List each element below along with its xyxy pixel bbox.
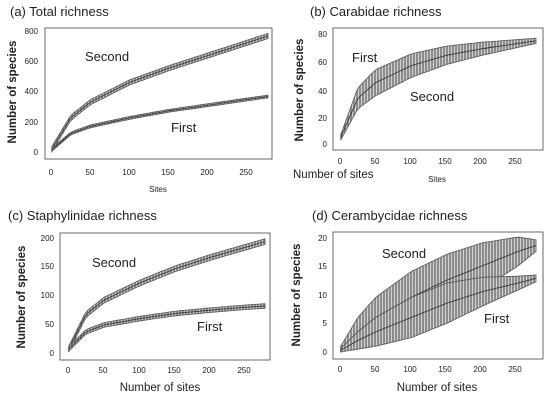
panel-d-xtick: 100 bbox=[403, 365, 417, 374]
panel-b-ytick: 60 bbox=[318, 58, 327, 67]
panel-b-xticks: 0 50 100 150 200 250 bbox=[338, 157, 522, 166]
panel-b-mean-first bbox=[340, 40, 537, 138]
panel-b-xtick: 100 bbox=[403, 157, 417, 166]
panel-a-label-second: Second bbox=[85, 49, 129, 64]
panel-c-frame bbox=[59, 232, 271, 361]
panel-a-xlabel: Sites bbox=[149, 185, 167, 194]
panel-a-xtick: 100 bbox=[122, 168, 136, 177]
panel-d-ytick: 0 bbox=[323, 348, 328, 357]
panel-c-xtick: 150 bbox=[167, 366, 181, 375]
panel-a-yticks: 0 200 400 600 800 bbox=[25, 27, 39, 157]
panel-b-xlabel-small: Sites bbox=[428, 175, 446, 184]
panel-d-band-first bbox=[340, 274, 537, 353]
panel-a-mean-first bbox=[51, 96, 269, 151]
panel-a-label-first: First bbox=[171, 120, 197, 135]
panel-d-xtick: 200 bbox=[473, 365, 487, 374]
panel-c-xtick: 250 bbox=[237, 366, 251, 375]
panel-c-ytick: 100 bbox=[41, 291, 55, 300]
panel-c-xtick: 50 bbox=[99, 366, 108, 375]
panel-b-title: (b) Carabidae richness bbox=[310, 4, 442, 19]
panel-c-yticks: 0 50 100 150 200 bbox=[41, 234, 55, 358]
panel-d-frame bbox=[332, 231, 544, 360]
curve-bands bbox=[51, 32, 537, 353]
panel-a-mean-second bbox=[51, 35, 269, 150]
panel-d-mean-first bbox=[340, 277, 537, 351]
panel-d-xlabel: Number of sites bbox=[397, 382, 478, 394]
panel-d-xticks: 0 50 100 150 200 250 bbox=[338, 365, 522, 374]
panel-b-frame bbox=[332, 27, 544, 151]
panel-b-label-second: Second bbox=[410, 89, 454, 104]
panel-b-ytick: 40 bbox=[318, 87, 327, 96]
panel-a-xtick: 0 bbox=[49, 168, 54, 177]
panel-a-xtick: 150 bbox=[161, 168, 175, 177]
panel-b: (b) Carabidae richness Number of species… bbox=[293, 4, 544, 184]
panel-c-mean-first bbox=[68, 305, 266, 350]
panel-c-xlabel: Number of sites bbox=[120, 382, 201, 394]
panel-b-xtick: 0 bbox=[338, 157, 343, 166]
panel-d-ytick: 15 bbox=[318, 262, 327, 271]
panel-a-band-first bbox=[51, 94, 269, 153]
panel-a-band-second bbox=[51, 32, 269, 154]
panel-a-xtick: 250 bbox=[239, 168, 253, 177]
panel-c-ytick: 200 bbox=[41, 234, 55, 243]
panel-a-ytick: 600 bbox=[25, 57, 39, 66]
panel-b-label-first: First bbox=[352, 50, 378, 65]
panel-b-xlabel: Number of sites bbox=[293, 169, 374, 181]
panel-a: (a) Total richness Number of species Sit… bbox=[7, 4, 273, 194]
panel-a-ytick: 0 bbox=[34, 148, 39, 157]
panel-c: (c) Staphylinidae richness Number of spe… bbox=[8, 208, 271, 394]
panel-d-ytick: 20 bbox=[318, 234, 327, 243]
panel-c-label-first: First bbox=[197, 319, 223, 334]
panel-b-ytick: 20 bbox=[318, 114, 327, 123]
panel-a-xtick: 200 bbox=[200, 168, 214, 177]
panel-d-title: (d) Cerambycidae richness bbox=[312, 208, 468, 223]
panel-a-frame bbox=[44, 27, 273, 160]
panel-a-ylabel: Number of species bbox=[7, 41, 19, 144]
panel-b-xtick: 150 bbox=[438, 157, 452, 166]
panel-d: (d) Cerambycidae richness Number of spec… bbox=[291, 208, 544, 394]
panel-d-ytick: 10 bbox=[318, 291, 327, 300]
panel-d-ytick: 5 bbox=[323, 319, 328, 328]
panel-a-xtick: 50 bbox=[86, 168, 95, 177]
panel-b-ytick: 80 bbox=[318, 30, 327, 39]
panel-d-xtick: 150 bbox=[438, 365, 452, 374]
panel-c-xticks: 0 50 100 150 200 250 bbox=[66, 366, 251, 375]
panel-b-ytick: 0 bbox=[323, 140, 328, 149]
panel-b-ylabel: Number of species bbox=[294, 39, 306, 142]
panel-a-ytick: 400 bbox=[25, 87, 39, 96]
panel-b-yticks: 0 20 40 60 80 bbox=[318, 30, 327, 149]
panel-c-xtick: 100 bbox=[132, 366, 146, 375]
panel-b-xtick: 50 bbox=[371, 157, 380, 166]
panel-a-ytick: 200 bbox=[25, 118, 39, 127]
panel-a-xticks: 0 50 100 150 200 250 bbox=[49, 168, 253, 177]
panel-a-ytick: 800 bbox=[25, 27, 39, 36]
panel-d-xtick: 0 bbox=[338, 365, 343, 374]
panel-c-label-second: Second bbox=[92, 255, 136, 270]
panel-b-xtick: 200 bbox=[473, 157, 487, 166]
panel-d-xtick: 250 bbox=[508, 365, 522, 374]
panel-c-ytick: 150 bbox=[41, 262, 55, 271]
panel-d-yticks: 0 5 10 15 20 bbox=[318, 234, 327, 357]
panel-c-xtick: 0 bbox=[66, 366, 71, 375]
panel-c-band-first bbox=[68, 303, 266, 353]
panel-c-xtick: 200 bbox=[202, 366, 216, 375]
panel-d-xtick: 50 bbox=[371, 365, 380, 374]
panel-b-xtick: 250 bbox=[508, 157, 522, 166]
panel-d-label-second: Second bbox=[382, 246, 426, 261]
panel-d-ylabel: Number of species bbox=[291, 244, 303, 347]
panel-b-band-first bbox=[340, 37, 537, 141]
panel-c-ytick: 50 bbox=[45, 320, 54, 329]
panel-c-band-second bbox=[68, 238, 266, 353]
panel-a-title: (a) Total richness bbox=[10, 4, 109, 19]
panel-c-title: (c) Staphylinidae richness bbox=[8, 208, 157, 223]
panel-c-ytick: 0 bbox=[50, 349, 55, 358]
panel-c-mean-second bbox=[68, 241, 266, 350]
panel-c-ylabel: Number of species bbox=[16, 246, 28, 349]
panel-d-label-first: First bbox=[484, 311, 510, 326]
